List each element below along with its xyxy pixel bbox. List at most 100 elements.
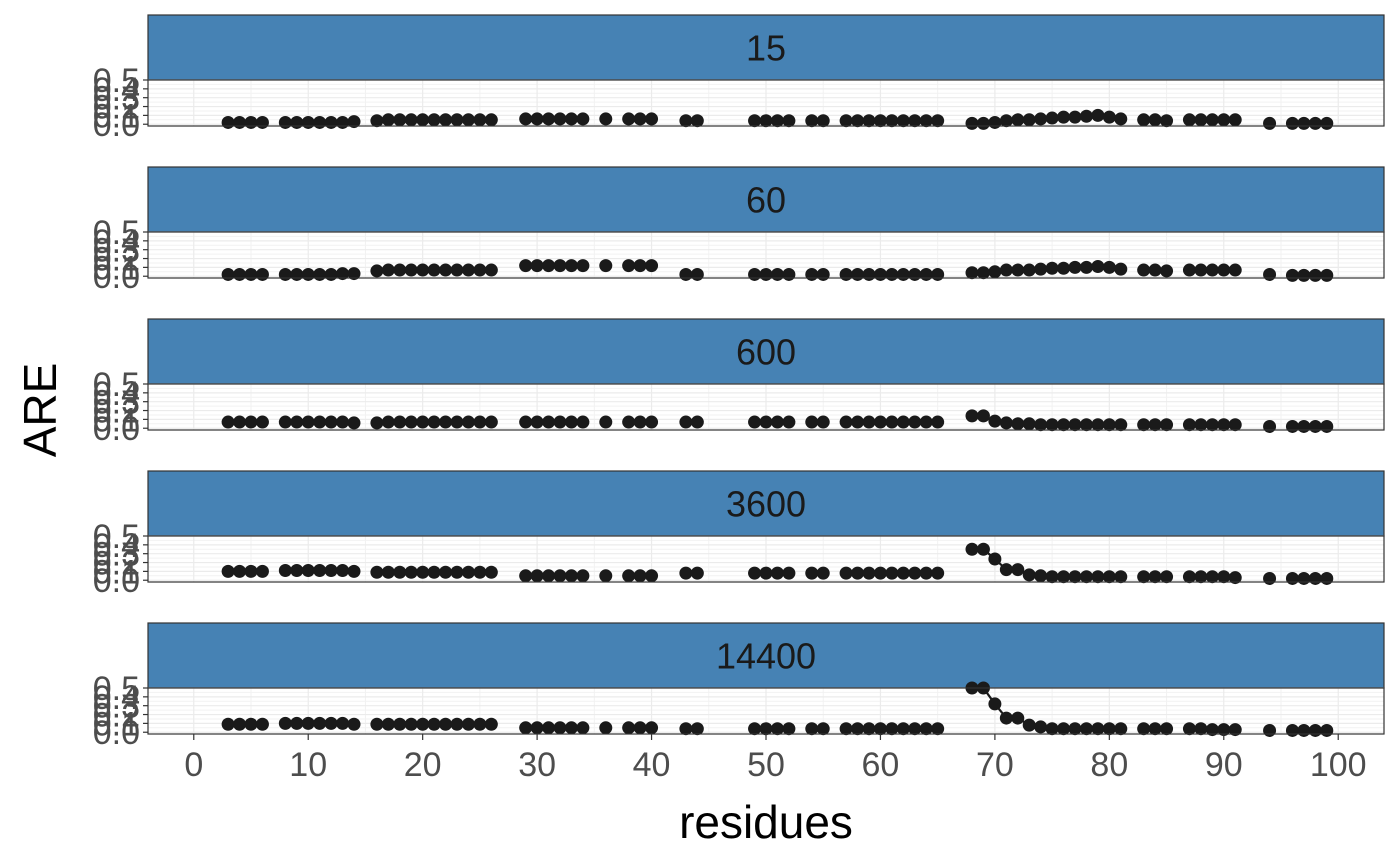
- data-point: [805, 415, 819, 429]
- data-point: [461, 717, 475, 731]
- data-point: [416, 113, 430, 127]
- x-tick-label: 30: [518, 746, 556, 784]
- data-point: [1045, 418, 1059, 432]
- y-tick-label: 0.4: [93, 527, 140, 565]
- data-point: [599, 112, 613, 126]
- y-tick-label: 0.1: [93, 401, 140, 439]
- data-point: [839, 415, 853, 429]
- data-point: [770, 114, 784, 128]
- data-point: [1205, 263, 1219, 277]
- data-point: [564, 721, 578, 735]
- data-point: [908, 722, 922, 736]
- data-point: [564, 112, 578, 126]
- data-point: [542, 112, 556, 126]
- data-point: [1217, 263, 1231, 277]
- data-point: [347, 267, 361, 281]
- panel-border: [147, 383, 1385, 431]
- data-point: [221, 564, 235, 578]
- data-point: [336, 267, 350, 281]
- data-point: [851, 415, 865, 429]
- data-point: [450, 415, 464, 429]
- data-point: [473, 113, 487, 127]
- data-point: [393, 565, 407, 579]
- data-point: [748, 566, 762, 580]
- data-point: [1022, 113, 1036, 127]
- data-point: [1102, 260, 1116, 274]
- data-point: [1160, 114, 1174, 128]
- data-point: [908, 415, 922, 429]
- data-point: [278, 415, 292, 429]
- y-tick-label: 0.1: [93, 97, 140, 135]
- data-point: [233, 415, 247, 429]
- data-point: [1011, 263, 1025, 277]
- data-point: [1045, 570, 1059, 584]
- data-point: [473, 415, 487, 429]
- data-point: [862, 267, 876, 281]
- data-point: [633, 721, 647, 735]
- data-point: [1228, 418, 1242, 432]
- data-point: [1022, 718, 1036, 732]
- data-point: [645, 569, 659, 583]
- data-point: [530, 112, 544, 126]
- data-point: [542, 259, 556, 273]
- data-point: [1263, 419, 1277, 433]
- data-point: [381, 717, 395, 731]
- data-point: [1263, 723, 1277, 737]
- y-tick-label: 0.3: [93, 80, 140, 118]
- data-point: [244, 115, 258, 129]
- x-axis-title: residues: [679, 796, 853, 848]
- data-point: [1011, 711, 1025, 725]
- facet-strip: [147, 318, 1385, 385]
- data-point: [290, 267, 304, 281]
- y-tick-label: 0.3: [93, 232, 140, 270]
- y-tick-label: 0.0: [93, 562, 140, 600]
- data-point: [1182, 722, 1196, 736]
- data-point: [1022, 568, 1036, 582]
- data-point: [233, 717, 247, 731]
- data-point: [885, 566, 899, 580]
- data-point: [999, 114, 1013, 128]
- x-tick-label: 90: [1205, 746, 1243, 784]
- data-point: [1148, 722, 1162, 736]
- data-point: [542, 569, 556, 583]
- data-point: [1263, 571, 1277, 585]
- data-point: [1091, 722, 1105, 736]
- data-point: [1182, 418, 1196, 432]
- data-point: [301, 267, 315, 281]
- data-point: [759, 566, 773, 580]
- data-point: [1011, 417, 1025, 431]
- data-point: [748, 415, 762, 429]
- x-tick-label: 70: [976, 746, 1014, 784]
- data-point: [690, 267, 704, 281]
- facet-panel: 3600 0.00.10.20.30.40.5: [93, 470, 1385, 600]
- data-point: [885, 722, 899, 736]
- data-point: [1045, 722, 1059, 736]
- y-tick-label: 0.0: [93, 410, 140, 448]
- data-point: [885, 114, 899, 128]
- data-point: [1320, 571, 1334, 585]
- data-point: [347, 115, 361, 129]
- data-point: [301, 115, 315, 129]
- data-point: [1205, 113, 1219, 127]
- data-point: [576, 415, 590, 429]
- data-point: [278, 564, 292, 577]
- y-tick-label: 0.4: [93, 375, 140, 413]
- y-tick-label: 0.1: [93, 553, 140, 591]
- data-point: [748, 114, 762, 128]
- data-point: [633, 112, 647, 126]
- data-point: [484, 263, 498, 277]
- data-point: [404, 113, 418, 127]
- data-point: [782, 566, 796, 580]
- data-point: [965, 116, 979, 130]
- data-point: [965, 409, 979, 423]
- data-point: [461, 565, 475, 579]
- data-point: [1160, 570, 1174, 584]
- facet-panel: 60 0.00.10.20.30.40.5: [93, 166, 1385, 296]
- data-point: [1285, 116, 1299, 130]
- data-point: [1194, 722, 1208, 736]
- data-point: [1148, 570, 1162, 584]
- data-point: [908, 114, 922, 128]
- data-point: [1057, 110, 1071, 124]
